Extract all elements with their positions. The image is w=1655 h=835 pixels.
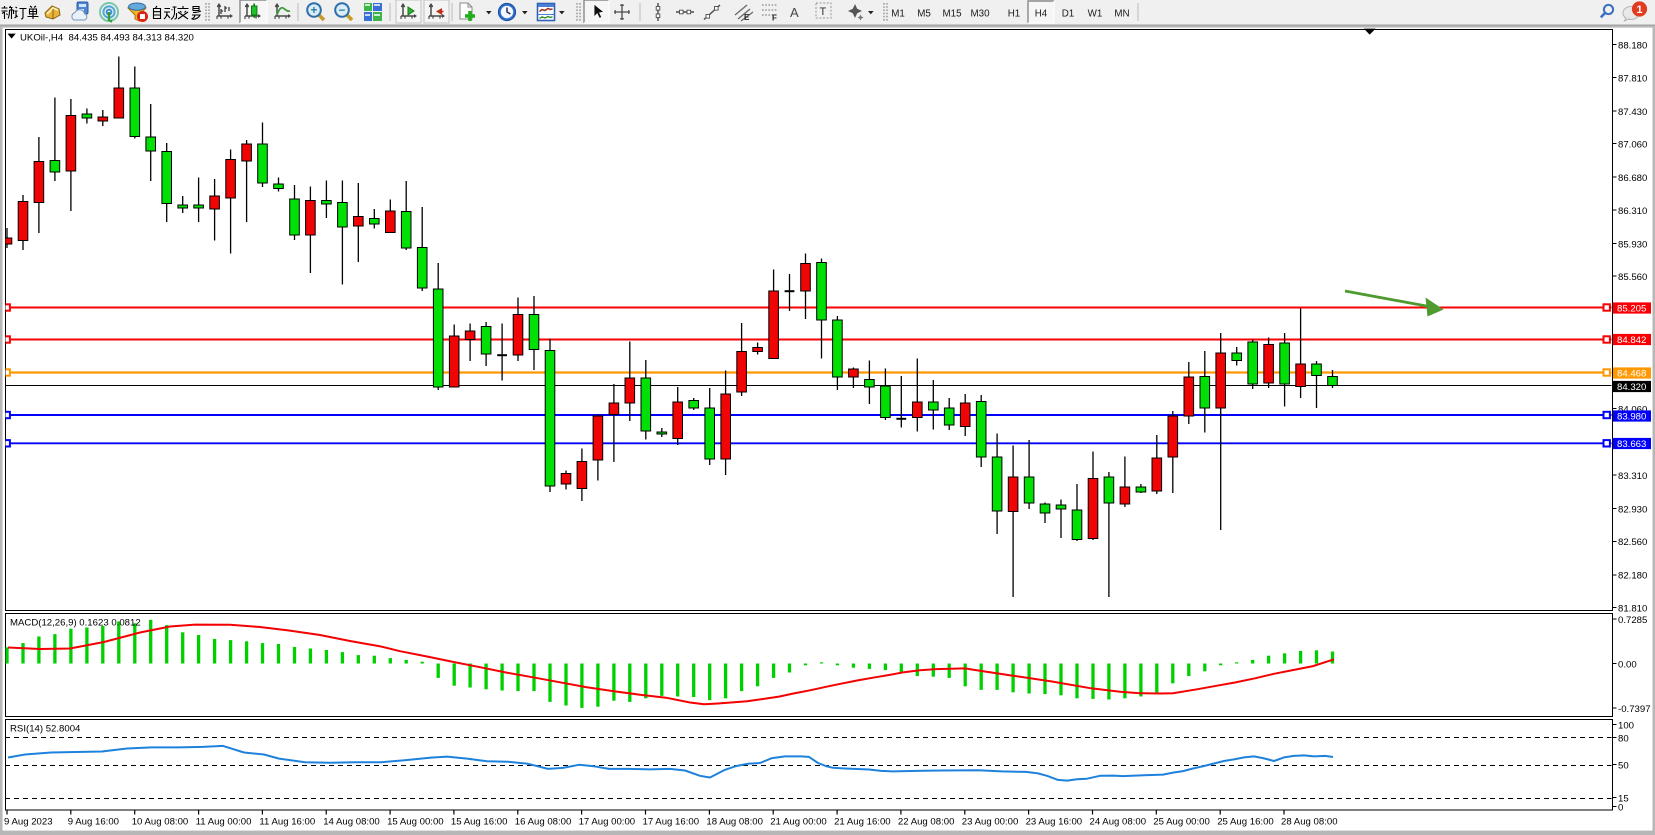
svg-text:25 Aug 00:00: 25 Aug 00:00 — [1153, 817, 1210, 828]
svg-text:9 Aug 2023: 9 Aug 2023 — [4, 817, 53, 828]
svg-text:0.00: 0.00 — [1618, 659, 1637, 670]
svg-text:-0.7397: -0.7397 — [1618, 704, 1651, 715]
svg-text:88.180: 88.180 — [1618, 41, 1647, 52]
svg-text:85.930: 85.930 — [1618, 239, 1647, 250]
svg-text:H4: H4 — [1035, 9, 1048, 20]
svg-text:M30: M30 — [970, 9, 990, 20]
svg-text:+: + — [311, 5, 318, 17]
svg-text:23 Aug 00:00: 23 Aug 00:00 — [962, 817, 1019, 828]
svg-text:14 Aug 08:00: 14 Aug 08:00 — [323, 817, 380, 828]
svg-text:83.980: 83.980 — [1617, 412, 1646, 423]
svg-text:28 Aug 08:00: 28 Aug 08:00 — [1281, 817, 1338, 828]
svg-text:21 Aug 00:00: 21 Aug 00:00 — [770, 817, 827, 828]
svg-text:M5: M5 — [917, 9, 931, 20]
svg-text:15: 15 — [1618, 793, 1629, 804]
svg-text:E: E — [744, 13, 750, 22]
svg-text:MN: MN — [1114, 9, 1129, 20]
svg-text:80: 80 — [1618, 733, 1629, 744]
svg-text:87.060: 87.060 — [1618, 140, 1647, 151]
svg-text:18 Aug 08:00: 18 Aug 08:00 — [706, 817, 763, 828]
svg-text:11 Aug 16:00: 11 Aug 16:00 — [259, 817, 315, 828]
svg-text:82.930: 82.930 — [1618, 505, 1647, 516]
svg-text:15 Aug 00:00: 15 Aug 00:00 — [387, 817, 444, 828]
svg-text:0.7285: 0.7285 — [1618, 615, 1647, 626]
svg-text:84.468: 84.468 — [1617, 369, 1646, 380]
svg-text:M1: M1 — [891, 9, 905, 20]
svg-text:16 Aug 08:00: 16 Aug 08:00 — [515, 817, 572, 828]
svg-text:11 Aug 00:00: 11 Aug 00:00 — [196, 817, 252, 828]
svg-text:24 Aug 08:00: 24 Aug 08:00 — [1090, 817, 1147, 828]
svg-text:D1: D1 — [1062, 9, 1075, 20]
svg-text:83.663: 83.663 — [1617, 439, 1646, 450]
svg-text:F: F — [772, 14, 777, 23]
svg-text:86.680: 86.680 — [1618, 173, 1647, 184]
svg-text:W1: W1 — [1088, 9, 1103, 20]
svg-text:25 Aug 16:00: 25 Aug 16:00 — [1217, 817, 1274, 828]
svg-text:84.060: 84.060 — [1618, 405, 1647, 416]
svg-text:100: 100 — [1618, 720, 1634, 731]
svg-text:87.430: 87.430 — [1618, 107, 1647, 118]
svg-text:T: T — [820, 6, 827, 18]
svg-text:85.560: 85.560 — [1618, 272, 1647, 283]
svg-text:83.310: 83.310 — [1618, 471, 1647, 482]
svg-text:82.560: 82.560 — [1618, 537, 1647, 548]
svg-text:−: − — [339, 5, 346, 17]
svg-text:MACD(12,26,9) 0.1623 0.0812: MACD(12,26,9) 0.1623 0.0812 — [10, 618, 141, 629]
svg-text:0: 0 — [1618, 802, 1623, 813]
svg-text:RSI(14) 52.8004: RSI(14) 52.8004 — [10, 724, 81, 735]
svg-text:81.810: 81.810 — [1618, 603, 1647, 614]
svg-text:15 Aug 16:00: 15 Aug 16:00 — [451, 817, 508, 828]
svg-text:22 Aug 08:00: 22 Aug 08:00 — [898, 817, 955, 828]
svg-text:M15: M15 — [942, 9, 962, 20]
svg-text:85.205: 85.205 — [1617, 304, 1646, 315]
svg-text:H1: H1 — [1008, 9, 1021, 20]
svg-text:17 Aug 16:00: 17 Aug 16:00 — [643, 817, 700, 828]
svg-text:1: 1 — [1636, 4, 1642, 16]
svg-text:A: A — [790, 5, 799, 20]
svg-text:82.180: 82.180 — [1618, 571, 1647, 582]
svg-text:84.842: 84.842 — [1617, 335, 1646, 346]
svg-text:21 Aug 16:00: 21 Aug 16:00 — [834, 817, 891, 828]
svg-text:50: 50 — [1618, 760, 1629, 771]
svg-text:9 Aug 16:00: 9 Aug 16:00 — [68, 817, 119, 828]
svg-text:84.320: 84.320 — [1617, 382, 1646, 393]
svg-text:10 Aug 08:00: 10 Aug 08:00 — [132, 817, 189, 828]
svg-text:87.810: 87.810 — [1618, 73, 1647, 84]
svg-text:17 Aug 00:00: 17 Aug 00:00 — [579, 817, 636, 828]
svg-text:23 Aug 16:00: 23 Aug 16:00 — [1026, 817, 1083, 828]
svg-text:86.310: 86.310 — [1618, 206, 1647, 217]
svg-text:UKOil-,H4 84.435 84.493 84.31: UKOil-,H4 84.435 84.493 84.313 84.320 — [20, 33, 194, 44]
